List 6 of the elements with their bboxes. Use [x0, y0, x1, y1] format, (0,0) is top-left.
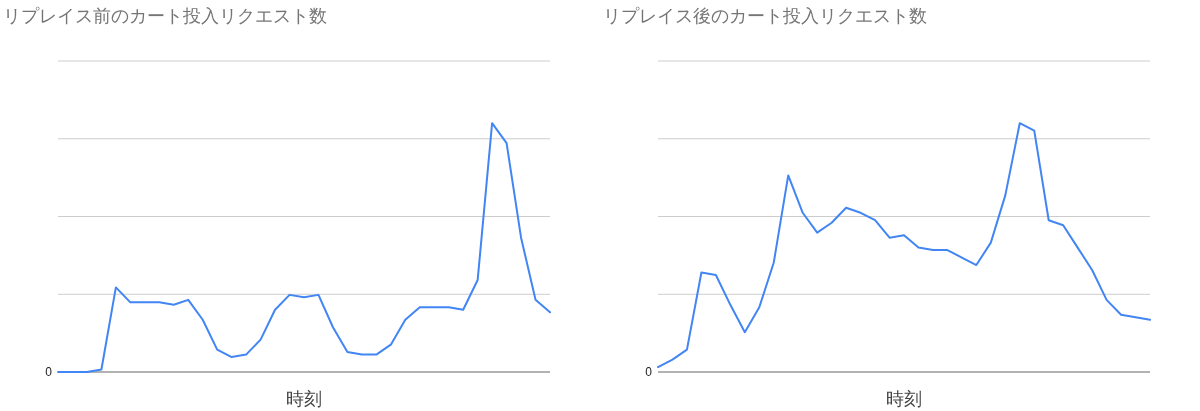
chart-title: リプレイス後のカート投入リクエスト数	[603, 6, 927, 26]
text: 0	[645, 365, 653, 379]
x-axis-title: 時刻	[886, 389, 922, 409]
text: 0	[45, 365, 53, 379]
chart-title: リプレイス前のカート投入リクエスト数	[3, 6, 327, 26]
x-axis-title: 時刻	[286, 389, 322, 409]
